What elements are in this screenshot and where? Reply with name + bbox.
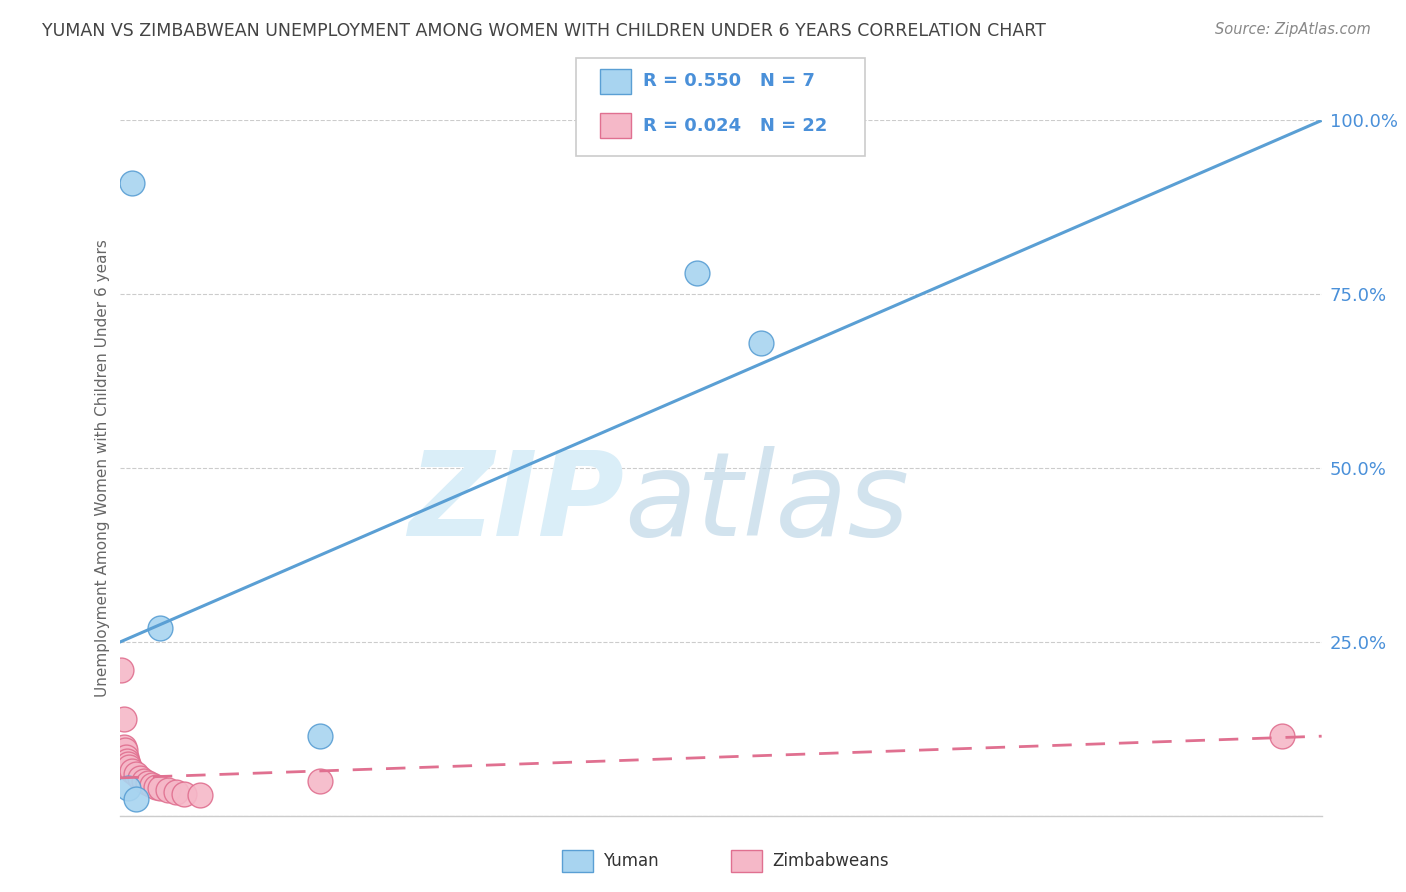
Point <box>114 743 136 757</box>
Point <box>115 754 138 768</box>
Point <box>309 729 332 743</box>
Point <box>149 621 172 635</box>
Point <box>110 663 132 677</box>
Point <box>128 771 150 785</box>
Point <box>132 774 155 789</box>
Point <box>1271 729 1294 743</box>
Point <box>165 785 187 799</box>
Point <box>173 787 195 801</box>
Text: R = 0.550   N = 7: R = 0.550 N = 7 <box>643 72 814 90</box>
Point <box>309 774 332 789</box>
Point <box>149 781 172 796</box>
Text: Source: ZipAtlas.com: Source: ZipAtlas.com <box>1215 22 1371 37</box>
Point <box>112 739 135 754</box>
Point <box>141 778 163 792</box>
Point <box>117 781 139 796</box>
Point <box>124 792 146 806</box>
Text: Yuman: Yuman <box>603 852 659 871</box>
Point <box>136 776 159 790</box>
Y-axis label: Unemployment Among Women with Children Under 6 years: Unemployment Among Women with Children U… <box>96 239 110 698</box>
Point <box>124 767 146 781</box>
Point <box>112 712 135 726</box>
Text: Zimbabweans: Zimbabweans <box>772 852 889 871</box>
Point <box>117 756 139 771</box>
Point <box>685 267 707 281</box>
Point <box>121 176 143 190</box>
Point <box>188 789 211 803</box>
Point <box>121 764 143 778</box>
Point <box>118 760 141 774</box>
Point <box>156 782 179 797</box>
Text: YUMAN VS ZIMBABWEAN UNEMPLOYMENT AMONG WOMEN WITH CHILDREN UNDER 6 YEARS CORRELA: YUMAN VS ZIMBABWEAN UNEMPLOYMENT AMONG W… <box>42 22 1046 40</box>
Point <box>115 750 138 764</box>
Text: ZIP: ZIP <box>408 446 624 560</box>
Point <box>145 780 167 794</box>
Point <box>749 336 772 351</box>
Text: atlas: atlas <box>624 446 910 560</box>
Text: R = 0.024   N = 22: R = 0.024 N = 22 <box>643 117 827 135</box>
